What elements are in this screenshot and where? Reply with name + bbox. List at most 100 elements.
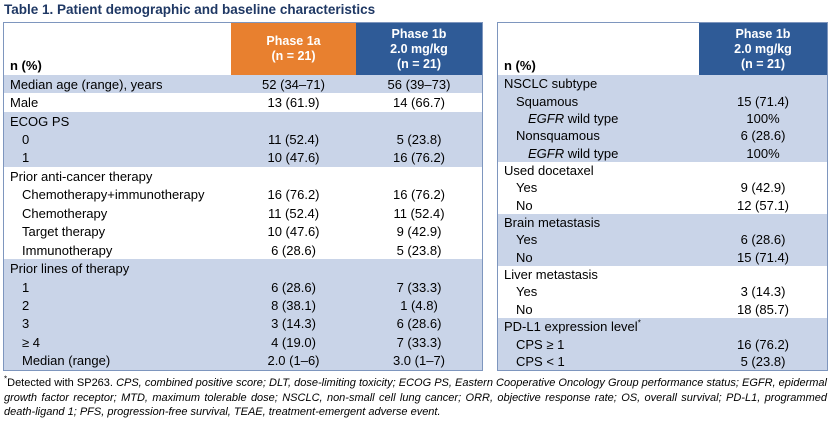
- column-header-line: (n = 21): [396, 56, 442, 71]
- row-label: Liver metastasis: [504, 267, 598, 283]
- table-row: CPS ≥ 1 16 (76.2): [498, 335, 827, 353]
- row-label: 2: [22, 297, 30, 313]
- table-row: ECOG PS: [4, 111, 482, 131]
- cell-value: 100%: [746, 110, 780, 126]
- cell-value: 11 (52.4): [267, 205, 320, 221]
- table-row: Liver metastasis: [498, 266, 827, 283]
- table-row: Immunotherapy 6 (28.6) 5 (23.8): [4, 241, 482, 259]
- cell-value: 9 (42.9): [740, 180, 786, 196]
- row-label: ≥ 4: [22, 334, 40, 350]
- tables-container: n (%) Phase 1a (n = 21) Phase 1b 2.0 mg/kg(…: [3, 22, 828, 371]
- cell-value: 8 (38.1): [271, 297, 316, 313]
- cell-value: 15 (71.4): [736, 93, 790, 109]
- cell-value: 5 (23.8): [396, 242, 442, 258]
- row-label: No: [516, 301, 533, 317]
- table-row: Yes 3 (14.3): [498, 283, 827, 300]
- row-label: Male: [10, 95, 39, 111]
- row-label: Median (range): [22, 353, 111, 369]
- cell-value: 6 (28.6): [740, 232, 786, 248]
- cell-value: 3 (14.3): [271, 316, 316, 332]
- cell-value: 14 (66.7): [392, 95, 446, 111]
- column-header-line: 2.0 mg/kg: [734, 41, 792, 56]
- row-label: Target therapy: [22, 224, 106, 240]
- column-header-line: 2.0 mg/kg: [390, 41, 448, 56]
- row-label: 0: [22, 132, 30, 148]
- table-body: Median age (range), years 52 (34–71) 56 (3…: [4, 75, 482, 370]
- table-row: Target therapy 10 (47.6) 9 (42.9): [4, 223, 482, 241]
- table-row: 2 8 (38.1) 1 (4.8): [4, 296, 482, 315]
- table-row: Chemotherapy+immunotherapy 16 (76.2) 16 (7…: [4, 186, 482, 204]
- table-row: 3 3 (14.3) 6 (28.6): [4, 314, 482, 334]
- table-row: No 12 (57.1): [498, 197, 827, 214]
- table-header-row: n (%) Phase 1a (n = 21) Phase 1b 2.0 mg/kg(…: [4, 23, 482, 75]
- row-label: 1: [22, 279, 30, 295]
- footnote-plain-text: Detected with SP263.: [7, 377, 117, 389]
- table-body: NSCLC subtype Squamous 15 (71.4) EGFR wild …: [498, 75, 827, 371]
- cell-value: 10 (47.6): [267, 150, 320, 166]
- footnote: *Detected with SP263. CPS, combined posi…: [4, 374, 827, 420]
- row-label: Yes: [516, 232, 538, 248]
- row-label: Chemotherapy+immunotherapy: [22, 187, 205, 203]
- cell-value: 16 (76.2): [392, 187, 446, 203]
- table-row: NSCLC subtype: [498, 75, 827, 93]
- cell-value: 12 (57.1): [736, 197, 790, 213]
- row-label: Yes: [516, 180, 538, 196]
- row-label: Nonsquamous: [516, 128, 600, 144]
- row-label: No: [516, 249, 533, 265]
- row-label: Chemotherapy: [22, 205, 108, 221]
- cell-value: 11 (52.4): [267, 132, 320, 148]
- table-row: Used docetaxel: [498, 162, 827, 179]
- cell-value: 13 (61.9): [267, 95, 320, 111]
- row-label: 3: [22, 316, 30, 332]
- table-row: EGFR wild type 100%: [498, 144, 827, 162]
- footnote-asterisk: *: [4, 374, 8, 384]
- cell-value: 7 (33.3): [396, 334, 442, 350]
- cell-value: 4 (19.0): [271, 334, 316, 350]
- cell-value: 15 (71.4): [736, 249, 790, 265]
- cell-value: 10 (47.6): [267, 224, 320, 240]
- row-label: Squamous: [516, 93, 579, 109]
- column-header-line: Phase 1a: [266, 34, 321, 48]
- n-percent-label: n (%): [10, 58, 42, 73]
- cell-value: 6 (28.6): [271, 279, 316, 295]
- cell-value: 16 (76.2): [267, 187, 320, 203]
- table-row: 0 11 (52.4) 5 (23.8): [4, 130, 482, 149]
- cell-value: 5 (23.8): [740, 353, 786, 369]
- row-label: Median age (range), years: [10, 76, 163, 92]
- cell-value: 6 (28.6): [396, 316, 442, 332]
- table-row: EGFR wild type 100%: [498, 109, 827, 128]
- cell-value: 16 (76.2): [392, 150, 446, 166]
- cell-value: 100%: [746, 145, 780, 161]
- table-row: Prior lines of therapy: [4, 259, 482, 278]
- table-row: No 18 (85.7): [498, 301, 827, 318]
- cell-value: 2.0 (1–6): [267, 353, 320, 369]
- row-label: NSCLC subtype: [504, 76, 598, 92]
- column-header-0: Phase 1b 2.0 mg/kg (n = 21): [699, 23, 827, 75]
- table-header-row: n (%) Phase 1b 2.0 mg/kg (n = 21): [498, 23, 827, 75]
- column-header-0: Phase 1a (n = 21): [231, 23, 356, 75]
- table-row: No 15 (71.4): [498, 248, 827, 266]
- row-label: Prior lines of therapy: [10, 261, 130, 277]
- n-percent-label: n (%): [504, 58, 536, 73]
- table-row: CPS < 1 5 (23.8): [498, 352, 827, 371]
- table-row: ≥ 4 4 (19.0) 7 (33.3): [4, 333, 482, 352]
- table-row: 1 6 (28.6) 7 (33.3): [4, 277, 482, 297]
- row-label: Brain metastasis: [504, 215, 601, 231]
- cell-value: 1 (4.8): [400, 297, 438, 313]
- table-row: 1 10 (47.6) 16 (76.2): [4, 148, 482, 168]
- cell-value: 52 (34–71): [262, 76, 325, 92]
- page-title: Table 1. Patient demographic and baselin…: [4, 2, 376, 17]
- row-label: Used docetaxel: [504, 162, 594, 178]
- demographics-table-left: n (%) Phase 1a (n = 21) Phase 1b 2.0 mg/kg(…: [3, 22, 483, 371]
- column-header-line: Phase 1b: [391, 26, 447, 41]
- row-label: No: [516, 197, 533, 213]
- column-header-line: Phase 1b: [735, 26, 791, 41]
- row-label: 1: [22, 150, 30, 166]
- cell-value: 56 (39–73): [387, 76, 451, 92]
- table-row: Prior anti-cancer therapy: [4, 167, 482, 185]
- cell-value: 3 (14.3): [740, 284, 786, 300]
- demographics-table-right: n (%) Phase 1b 2.0 mg/kg (n = 21) NSCLC su…: [497, 22, 828, 371]
- table-row: Yes 6 (28.6): [498, 231, 827, 249]
- cell-value: 5 (23.8): [396, 132, 442, 148]
- cell-value: 3.0 (1–7): [392, 353, 446, 369]
